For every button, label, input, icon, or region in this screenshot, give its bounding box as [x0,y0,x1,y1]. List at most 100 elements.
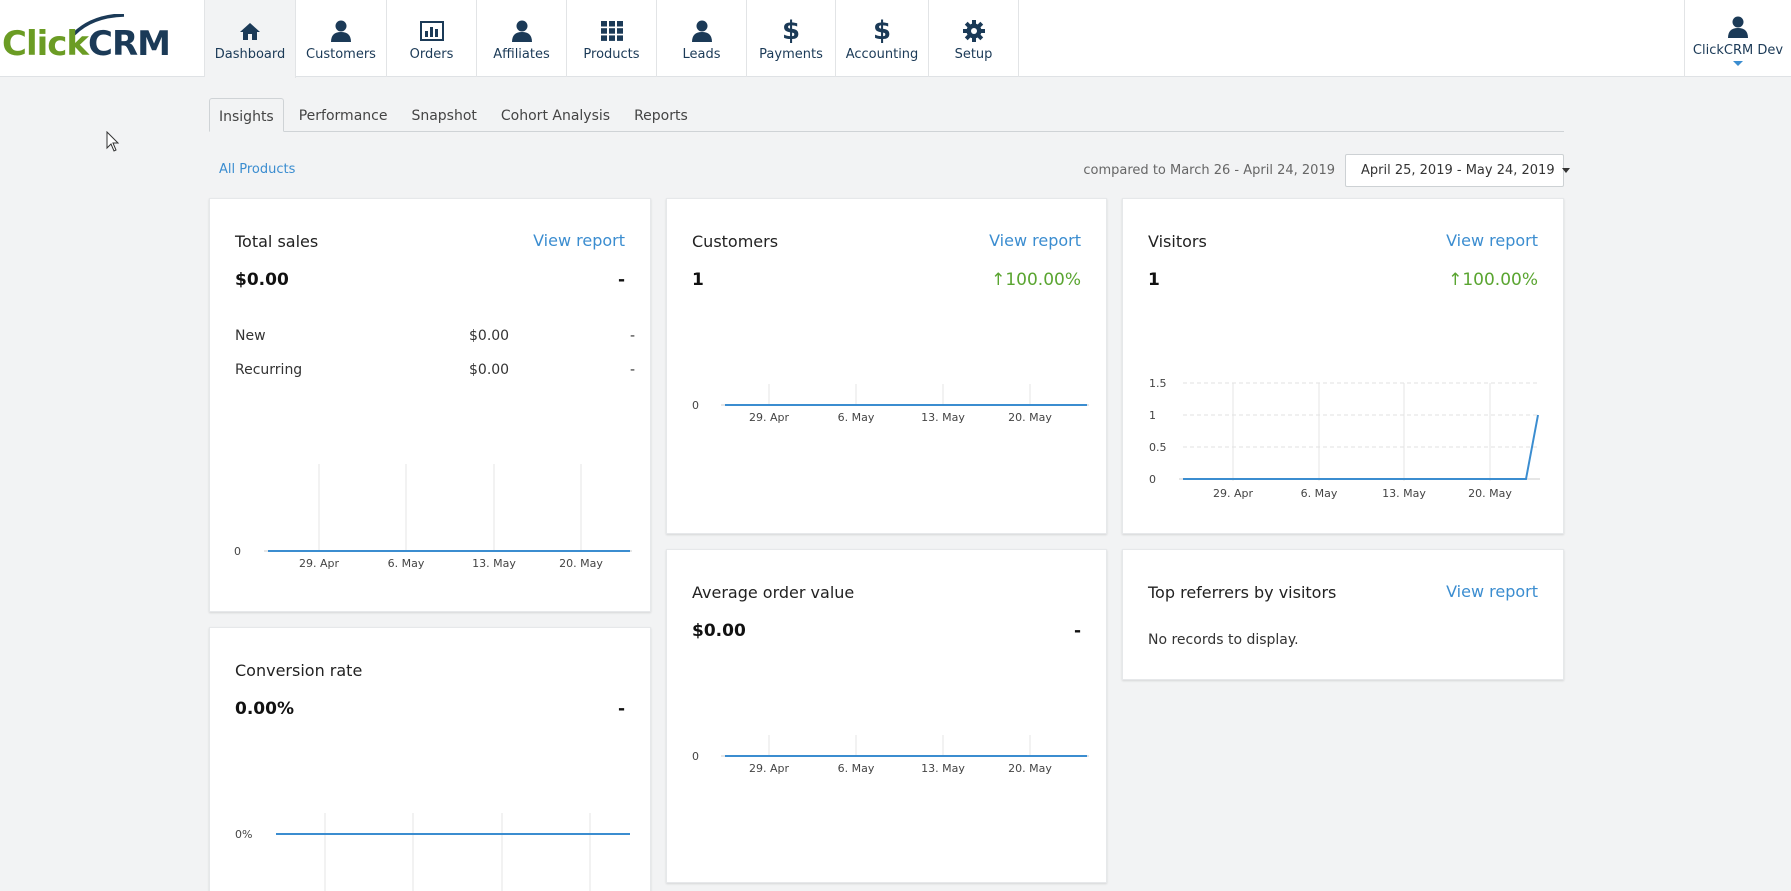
logo-swoosh-icon [72,14,125,36]
view-report-link[interactable]: View report [533,231,625,250]
customers-chart: 0 29. Apr 6. May 13. May 20. May [692,384,1089,424]
conversion-delta: - [617,699,625,719]
x-tick-label: 6. May [838,411,875,424]
visitors-value: 1 [1148,270,1160,290]
view-report-link[interactable]: View report [1446,582,1538,601]
clickcrm-logo[interactable]: ClickCRM [0,12,171,64]
dollar-icon: $ [781,15,801,46]
nav-label: Payments [759,46,823,62]
avg-order-value: $0.00 [692,621,746,641]
x-tick-label: 20. May [559,557,603,570]
nav-label: Leads [682,46,721,62]
x-tick-label: 6. May [838,762,875,775]
nav-leads[interactable]: Leads [657,0,747,77]
total-sales-chart: 0 29. Apr 6. May 13. May 20. May [234,464,632,570]
nav-setup[interactable]: Setup [929,0,1019,77]
conversion-rate-card: Conversion rate 0.00% - 0% [209,627,651,891]
arrow-up-icon: ↑ [1448,270,1463,290]
row-delta: - [629,362,635,378]
row-label: New [235,328,266,344]
row-value: $0.00 [469,362,510,378]
row-value: $0.00 [469,328,510,344]
nav-label: Customers [306,46,376,62]
nav-label: Dashboard [214,47,286,62]
avg-order-delta: - [1073,621,1081,641]
product-filter-link[interactable]: All Products [219,162,296,177]
y-tick-label: 0 [1149,473,1156,486]
arrow-up-icon: ↑ [991,270,1006,290]
tab-insights[interactable]: Insights [209,98,284,132]
user-icon [511,18,532,44]
y-tick-label: 1 [1149,409,1156,422]
bar-chart-icon [419,18,444,44]
dashboard-tabs: Insights Performance Snapshot Cohort Ana… [209,98,1564,132]
recurring-sales-row: Recurring $0.00 - [235,362,635,378]
user-menu[interactable]: ClickCRM Dev [1684,0,1791,77]
user-icon [331,18,351,44]
tab-performance[interactable]: Performance [298,108,388,124]
customers-delta: ↑100.00% [991,270,1081,290]
y-tick-label: 0 [692,750,699,763]
x-tick-label: 13. May [1382,487,1426,500]
y-tick-label: 0 [692,399,699,412]
x-tick-label: 29. Apr [749,411,789,424]
nav-dashboard[interactable]: Dashboard [205,0,296,78]
date-range-picker[interactable]: April 25, 2019 - May 24, 2019 [1345,154,1570,187]
card-title: Total sales [235,232,319,251]
x-tick-label: 29. Apr [749,762,789,775]
user-icon [1728,14,1748,40]
grid-icon [600,18,623,44]
card-title: Visitors [1148,232,1207,251]
card-title: Average order value [692,583,855,602]
card-title: Conversion rate [235,661,363,680]
nav-payments[interactable]: $ Payments [747,0,836,77]
dollar-icon: $ [872,15,892,46]
nav-customers[interactable]: Customers [296,0,387,77]
row-label: Recurring [235,362,303,378]
nav-label: Orders [409,46,454,62]
y-tick-label: 1.5 [1149,377,1167,390]
avg-order-chart: 0 29. Apr 6. May 13. May 20. May [692,735,1089,775]
total-sales-value: $0.00 [235,270,289,290]
top-referrers-card: Top referrers by visitors View report No… [1122,549,1564,680]
compare-period-text: compared to March 26 - April 24, 2019 [1083,163,1335,178]
nav-products[interactable]: Products [567,0,657,77]
x-tick-label: 20. May [1008,411,1052,424]
x-tick-label: 20. May [1468,487,1512,500]
card-title: Top referrers by visitors [1148,583,1337,602]
customers-card: Customers View report 1 ↑100.00% 0 29. Ap… [666,198,1107,534]
visitors-chart: 0 0.5 1 1.5 29. Apr 6. May 13. May 20. May [1149,377,1540,500]
home-icon [239,18,261,44]
total-sales-card: Total sales View report $0.00 - New $0.0… [209,198,651,612]
x-tick-label: 13. May [921,762,965,775]
x-tick-label: 29. Apr [299,557,339,570]
visitors-delta: ↑100.00% [1448,270,1538,290]
x-tick-label: 13. May [472,557,516,570]
empty-state-text: No records to display. [1148,632,1299,648]
view-report-link[interactable]: View report [1446,231,1538,250]
average-order-value-card: Average order value $0.00 - 0 29. Apr 6. M… [666,549,1107,883]
mouse-cursor-icon [106,131,120,152]
user-name: ClickCRM Dev [1692,42,1784,58]
chevron-down-icon [1733,60,1743,66]
chevron-down-icon [1561,168,1570,173]
main-nav: Dashboard Customers Orders Affiliates [204,0,1019,78]
visitors-card: Visitors View report 1 ↑100.00% 0 0.5 1 1.5… [1122,198,1564,534]
view-report-link[interactable]: View report [989,231,1081,250]
series-line [1183,414,1539,480]
y-tick-label: 0 [234,545,241,558]
nav-affiliates[interactable]: Affiliates [477,0,567,77]
x-tick-label: 6. May [1301,487,1338,500]
y-tick-label: 0% [235,828,252,841]
y-tick-label: 0.5 [1149,441,1167,454]
tab-reports[interactable]: Reports [634,108,688,124]
conversion-chart: 0% [235,813,630,891]
tab-cohort-analysis[interactable]: Cohort Analysis [500,108,611,124]
gear-icon [962,18,985,44]
new-sales-row: New $0.00 - [235,328,635,344]
x-tick-label: 20. May [1008,762,1052,775]
nav-accounting[interactable]: $ Accounting [836,0,929,77]
tab-snapshot[interactable]: Snapshot [411,108,477,124]
user-icon [691,18,712,44]
nav-orders[interactable]: Orders [387,0,477,77]
